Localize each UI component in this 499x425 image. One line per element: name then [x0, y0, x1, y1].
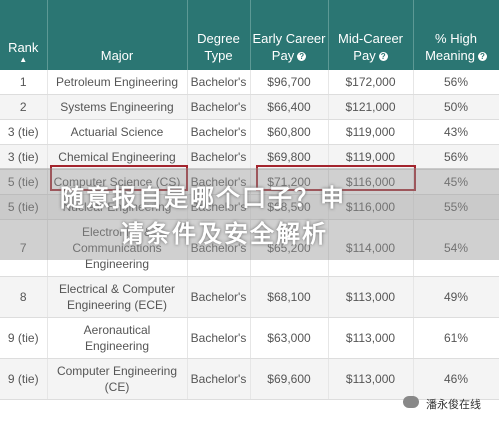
- wechat-icon: [403, 396, 419, 408]
- cell: 7: [0, 219, 48, 277]
- cell: 56%: [413, 144, 499, 170]
- header-text: Degree Type: [197, 31, 240, 63]
- cell: $68,100: [250, 276, 329, 318]
- help-icon: ?: [378, 52, 388, 62]
- cell: Bachelor's: [187, 144, 251, 170]
- cell: Petroleum Engineering: [47, 70, 188, 95]
- header-text: % High Meaning: [425, 31, 477, 63]
- cell: 2: [0, 94, 48, 120]
- cell: $113,000: [328, 317, 414, 359]
- header-text: Rank: [8, 40, 39, 55]
- cell: 1: [0, 70, 48, 95]
- table-row: 5 (tie) Nuclear Engineering Bachelor's $68,…: [0, 194, 499, 220]
- ranking-table: Rank ▲ Major Degree Type Early Career Pay? Mi…: [0, 0, 499, 400]
- cell: 56%: [413, 70, 499, 95]
- cell: 49%: [413, 276, 499, 318]
- table-row: 3 (tie) Actuarial Science Bachelor's $60,80…: [0, 119, 499, 145]
- cell: $68,500: [250, 194, 329, 220]
- table-body: 1 Petroleum Engineering Bachelor's $96,700 $…: [0, 70, 499, 400]
- column-header: Degree Type: [187, 0, 251, 70]
- help-icon: ?: [297, 52, 307, 62]
- cell: Bachelor's: [187, 276, 251, 318]
- cell: $119,000: [328, 119, 414, 145]
- cell: $121,000: [328, 94, 414, 120]
- cell: Bachelor's: [187, 194, 251, 220]
- cell: $66,400: [250, 94, 329, 120]
- cell: $113,000: [328, 276, 414, 318]
- cell: $60,800: [250, 119, 329, 145]
- cell: $69,600: [250, 358, 329, 400]
- header-row: Rank ▲ Major Degree Type Early Career Pay? Mi…: [0, 0, 499, 70]
- table-row: 1 Petroleum Engineering Bachelor's $96,700 $…: [0, 70, 499, 95]
- cell: Bachelor's: [187, 70, 251, 95]
- column-header: Early Career Pay?: [250, 0, 329, 70]
- cell: Aeronautical Engineering: [47, 317, 188, 359]
- cell: 3 (tie): [0, 119, 48, 145]
- header-text: Early Career Pay: [252, 31, 326, 63]
- cell: Bachelor's: [187, 94, 251, 120]
- cell: 3 (tie): [0, 144, 48, 170]
- cell: 61%: [413, 317, 499, 359]
- cell: Bachelor's: [187, 119, 251, 145]
- cell: $114,000: [328, 219, 414, 277]
- cell: Bachelor's: [187, 169, 251, 195]
- header-text: Major: [100, 48, 134, 63]
- column-header: Mid-Career Pay?: [328, 0, 414, 70]
- cell: $116,000: [328, 194, 414, 220]
- watermark-text: 请条件及安全解析: [120, 220, 328, 248]
- help-icon: ?: [477, 52, 487, 62]
- cell: $96,700: [250, 70, 329, 95]
- cell: Electronics & Communications Engineering: [47, 219, 188, 277]
- cell: 54%: [413, 219, 499, 277]
- cell: 55%: [413, 194, 499, 220]
- column-header: Rank ▲: [0, 0, 48, 70]
- cell: 5 (tie): [0, 194, 48, 220]
- table-row: 9 (tie) Computer Engineering (CE) Bachelor…: [0, 358, 499, 400]
- cell: $113,000: [328, 358, 414, 400]
- watermark-band: 随意报自是哪个口子？申 请条件及安全解析: [0, 168, 499, 260]
- cell: Systems Engineering: [47, 94, 188, 120]
- highlight-box: [256, 165, 416, 191]
- highlight-box: [50, 165, 188, 191]
- cell: 8: [0, 276, 48, 318]
- cell: Computer Engineering (CE): [47, 358, 188, 400]
- brand: 潘永俊在线: [426, 398, 481, 411]
- sort-icon: ▲: [19, 55, 28, 64]
- cell: 46%: [413, 358, 499, 400]
- header-text: Mid-Career Pay: [337, 31, 403, 63]
- cell: 9 (tie): [0, 358, 48, 400]
- table-row: 2 Systems Engineering Bachelor's $66,400 $12…: [0, 94, 499, 120]
- table-row: 7 Electronics & Communications Engineerin…: [0, 219, 499, 277]
- table-row: 9 (tie) Aeronautical Engineering Bachelor'…: [0, 317, 499, 359]
- cell: 5 (tie): [0, 169, 48, 195]
- cell: Bachelor's: [187, 358, 251, 400]
- column-header: Major: [47, 0, 188, 70]
- cell: 9 (tie): [0, 317, 48, 359]
- cell: $63,000: [250, 317, 329, 359]
- cell: Bachelor's: [187, 317, 251, 359]
- table-row: 8 Electrical & Computer Engineering (ECE)…: [0, 276, 499, 318]
- cell: 43%: [413, 119, 499, 145]
- cell: Electrical & Computer Engineering (ECE): [47, 276, 188, 318]
- cell: Nuclear Engineering: [47, 194, 188, 220]
- cell: $65,200: [250, 219, 329, 277]
- cell: Bachelor's: [187, 219, 251, 277]
- cell: 45%: [413, 169, 499, 195]
- watermark-text: 随意报自是哪个口子？申: [60, 184, 346, 212]
- cell: $172,000: [328, 70, 414, 95]
- column-header: % High Meaning?: [413, 0, 499, 70]
- cell: Actuarial Science: [47, 119, 188, 145]
- cell: 50%: [413, 94, 499, 120]
